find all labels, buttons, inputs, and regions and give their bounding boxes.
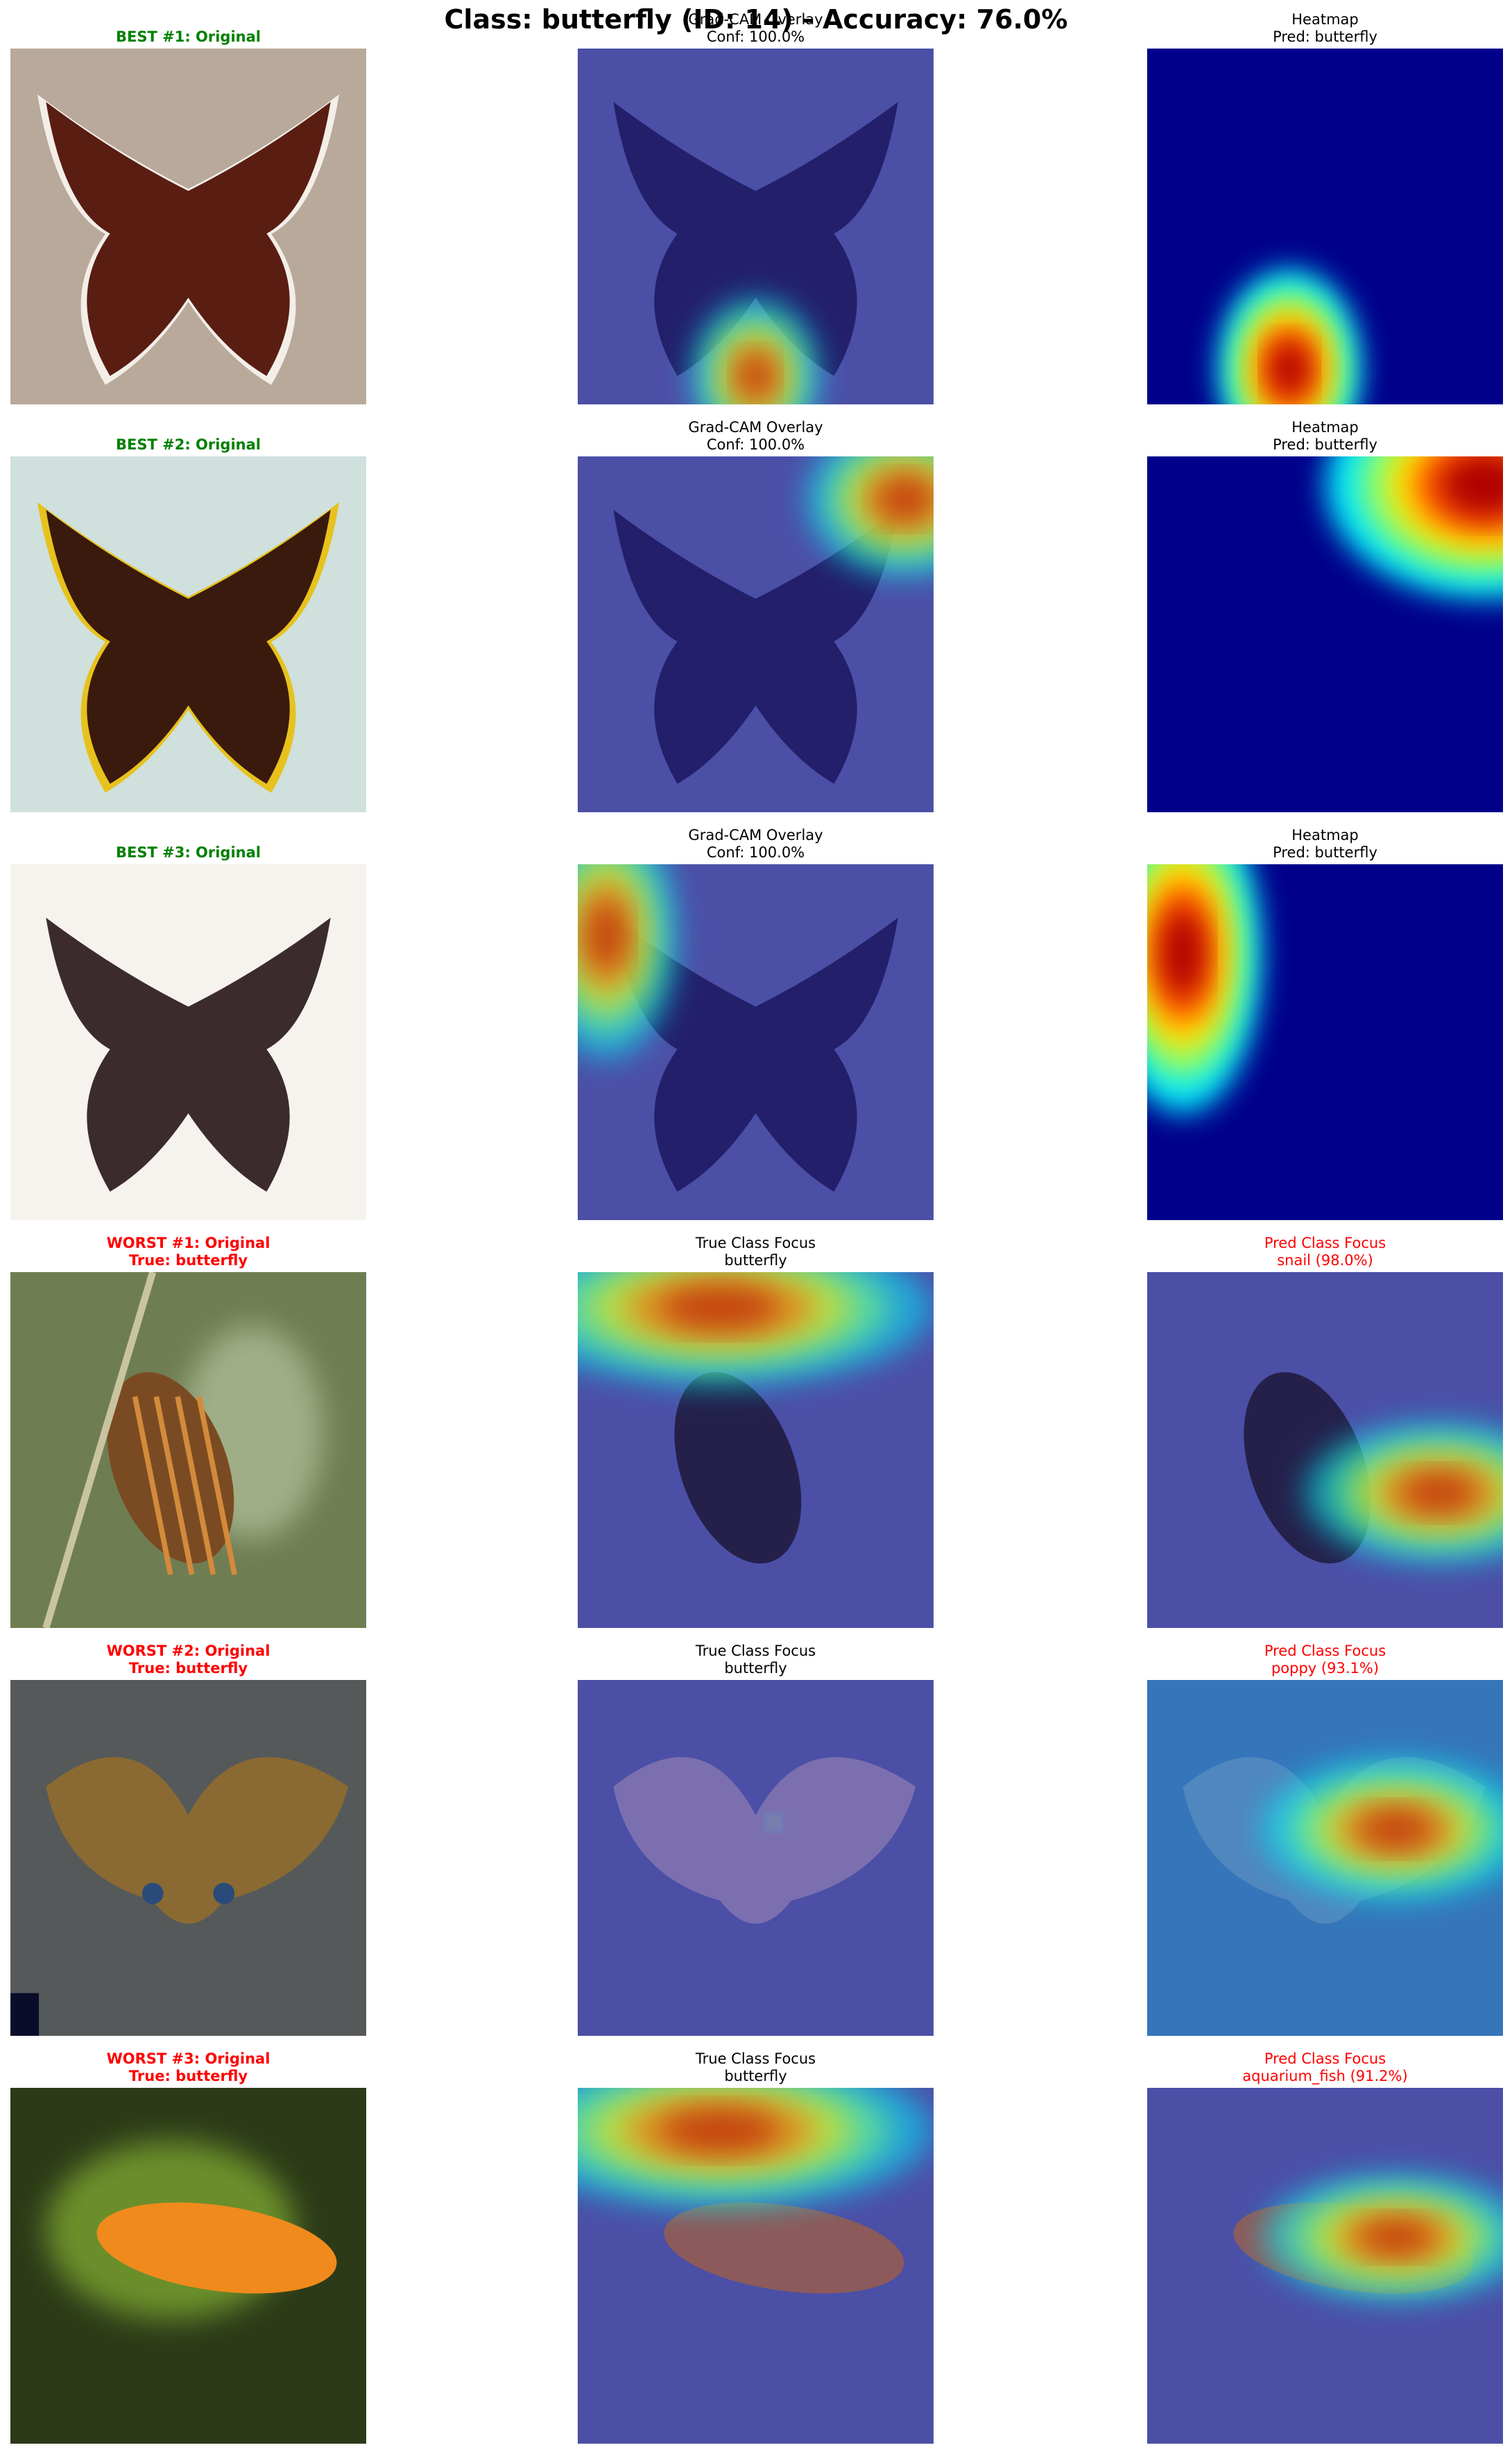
panel-title: Pred Class Focus poppy (93.1%) [1106, 1643, 1512, 1677]
panel-title: Grad-CAM Overlay Conf: 100.0% [536, 419, 975, 454]
original-photo [10, 1272, 366, 1628]
true-class-overlay [578, 1680, 934, 2036]
panel-title-line: Pred Class Focus [1264, 1643, 1386, 1659]
panel-title: BEST #2: Original [0, 436, 408, 454]
panel-title-line: True Class Focus [695, 1235, 816, 1251]
panel-title: WORST #2: Original True: butterfly [0, 1643, 408, 1677]
panel-title-line: True Class Focus [695, 2050, 816, 2067]
panel-title-line: WORST #3: Original [106, 2050, 270, 2067]
true-class-overlay [578, 1272, 934, 1628]
panel-title-line: Pred: butterfly [1273, 844, 1377, 861]
panel-title-line: Grad-CAM Overlay [688, 827, 823, 843]
panel-title-line: Pred Class Focus [1264, 1235, 1386, 1251]
panel-title: True Class Focus butterfly [536, 2050, 975, 2085]
panel-title-line: Heatmap [1291, 827, 1359, 843]
panel-title: BEST #3: Original [0, 844, 408, 861]
pred-class-overlay [1147, 1272, 1503, 1628]
heatmap-image [1147, 456, 1503, 812]
panel-title-line: BEST #2: Original [116, 436, 261, 453]
heatmap-image [1147, 864, 1503, 1220]
panel-title: True Class Focus butterfly [536, 1235, 975, 1269]
panel-title-line: aquarium_fish (91.2%) [1242, 2068, 1408, 2084]
panel-title-line: BEST #3: Original [116, 844, 261, 861]
panel-title-line: Conf: 100.0% [706, 844, 805, 861]
panel-title: Heatmap Pred: butterfly [1106, 827, 1512, 861]
panel-title-line: True Class Focus [695, 1643, 816, 1659]
original-photo [10, 1680, 366, 2036]
true-class-overlay [578, 2088, 934, 2444]
panel-title: BEST #1: Original [0, 28, 408, 46]
panel-title-line: Pred: butterfly [1273, 436, 1377, 453]
panel-title-line: WORST #2: Original [106, 1643, 270, 1659]
panel-title: WORST #1: Original True: butterfly [0, 1235, 408, 1269]
panel-title: True Class Focus butterfly [536, 1643, 975, 1677]
panel-title-line: Conf: 100.0% [706, 28, 805, 45]
original-butterfly-photo [10, 49, 366, 404]
panel-title: Pred Class Focus aquarium_fish (91.2%) [1106, 2050, 1512, 2085]
panel-title-line: True: butterfly [128, 1660, 248, 1677]
panel-title-line: butterfly [724, 2068, 787, 2084]
panel-title-line: Heatmap [1291, 11, 1359, 28]
panel-title-line: Pred: butterfly [1273, 28, 1377, 45]
panel-title-line: True: butterfly [128, 2068, 248, 2084]
panel-title: WORST #3: Original True: butterfly [0, 2050, 408, 2085]
panel-title-line: poppy (93.1%) [1271, 1660, 1380, 1677]
pred-class-overlay [1147, 2088, 1503, 2444]
panel-title-line: Conf: 100.0% [706, 436, 805, 453]
gradcam-overlay-image [578, 49, 934, 404]
panel-title: Grad-CAM Overlay Conf: 100.0% [536, 11, 975, 46]
panel-title-line: Pred Class Focus [1264, 2050, 1386, 2067]
gradcam-overlay-image [578, 864, 934, 1220]
panel-title-line: Grad-CAM Overlay [688, 11, 823, 28]
panel-title: Heatmap Pred: butterfly [1106, 419, 1512, 454]
original-butterfly-photo [10, 864, 366, 1220]
original-photo [10, 2088, 366, 2444]
panel-title: Pred Class Focus snail (98.0%) [1106, 1235, 1512, 1269]
panel-title-line: butterfly [724, 1252, 787, 1269]
panel-title: Grad-CAM Overlay Conf: 100.0% [536, 827, 975, 861]
panel-title-line: snail (98.0%) [1277, 1252, 1373, 1269]
panel-title-line: True: butterfly [128, 1252, 248, 1269]
panel-title-line: Heatmap [1291, 419, 1359, 436]
panel-title-line: Grad-CAM Overlay [688, 419, 823, 436]
panel-title-line: butterfly [724, 1660, 787, 1677]
panel-title-line: BEST #1: Original [116, 28, 261, 45]
heatmap-image [1147, 49, 1503, 404]
gradcam-overlay-image [578, 456, 934, 812]
pred-class-overlay [1147, 1680, 1503, 2036]
original-butterfly-photo [10, 456, 366, 812]
panel-title-line: WORST #1: Original [106, 1235, 270, 1251]
panel-title: Heatmap Pred: butterfly [1106, 11, 1512, 46]
figure-title: Class: butterfly (ID: 14) - Accuracy: 76… [444, 4, 1068, 35]
